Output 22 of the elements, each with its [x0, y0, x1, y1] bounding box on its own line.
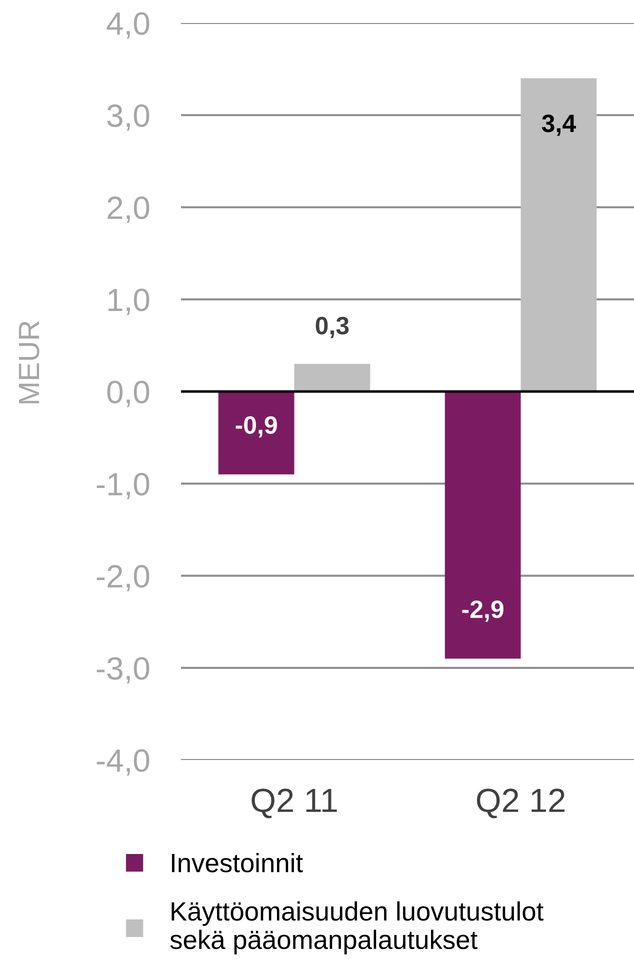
y-tick-label: 2,0	[108, 196, 150, 223]
bar	[294, 364, 370, 392]
bar	[218, 392, 294, 474]
data-label: -2,9	[462, 600, 504, 622]
legend-label: Investoinnit	[172, 853, 303, 872]
bar	[444, 392, 521, 659]
y-tick-label: 1,0	[108, 288, 150, 316]
legend-label: Käyttöomaisuuden luovutustulot sekä pääomanpalautukset	[170, 901, 544, 954]
x-tick-label: Q2 11	[252, 788, 337, 818]
y-tick-label: 0,0	[107, 380, 150, 408]
x-tick-label: Q2 12	[476, 788, 564, 818]
y-tick-label: -1,0	[96, 472, 150, 500]
bar	[520, 78, 597, 392]
y-tick-label: 4,0	[106, 12, 150, 39]
y-tick-label: -4,0	[96, 749, 150, 776]
data-label: -0,9	[236, 416, 277, 438]
y-tick-label: 3,0	[107, 104, 150, 131]
y-tick-label: -2,0	[96, 565, 150, 592]
y-axis-title: MEUR	[18, 321, 40, 404]
data-label: 3,4	[542, 114, 576, 136]
y-tick-label: -3,0	[96, 657, 150, 684]
data-label: 0,3	[316, 316, 349, 338]
